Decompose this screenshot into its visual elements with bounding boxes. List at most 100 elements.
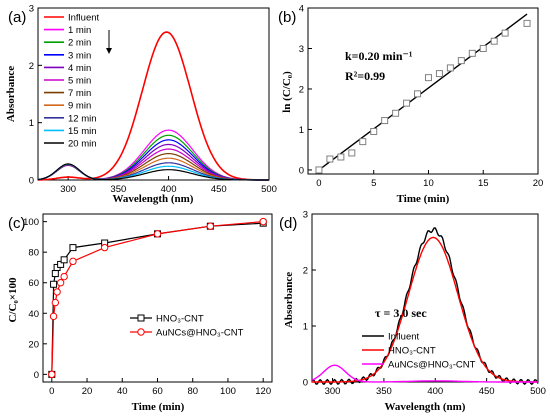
y-tick-label: 3 (303, 210, 308, 221)
x-tick-label: 80 (187, 386, 198, 397)
data-point (69, 257, 77, 266)
data-point (57, 260, 65, 268)
data-point (60, 272, 68, 281)
data-point (50, 280, 58, 288)
y-tick-label: 3 (29, 4, 34, 15)
data-point (206, 222, 215, 230)
data-point (414, 90, 422, 98)
x-tick-label: 300 (60, 184, 76, 195)
legend-entry: 4 min (68, 63, 91, 74)
y-tick-label: 40 (28, 309, 39, 320)
x-tick-label: 40 (117, 386, 128, 397)
data-point (48, 370, 56, 379)
series-line (37, 163, 269, 181)
x-tick-label: 450 (479, 386, 495, 397)
panel-b-ylabel: ln (C/C₀) (281, 71, 293, 113)
y-tick-label: 100 (23, 217, 39, 228)
panel-c-xlabel: Time (min) (132, 401, 185, 413)
x-tick-label: 450 (211, 184, 227, 195)
panel-d: 300 350 400 450 500 0 1 2 3 Influent HNO₃-CNT AuNC… (279, 210, 546, 414)
panel-d-ylabel: Absorbance (283, 272, 295, 328)
panel-d-legend: Influent HNO₃-CNT AuNCs@HNO₃-CNT (362, 332, 476, 371)
data-point (100, 243, 109, 252)
data-point (51, 270, 59, 278)
legend-marker (137, 314, 145, 322)
data-point (315, 166, 323, 174)
series-line (312, 236, 538, 383)
panel-d-tau: τ = 3.0 sec (375, 306, 427, 320)
panel-b-frame (307, 7, 539, 175)
y-tick-label: 0 (29, 176, 34, 187)
x-tick-label: 20 (533, 178, 544, 189)
legend-entry: 1 min (68, 25, 91, 36)
x-tick-label: 0 (316, 178, 321, 189)
panel-c: 0 20 40 60 80 100 120 0 20 40 60 80 100 HNO₃-CNT AuNC… (7, 213, 273, 413)
panel-d-label: (d) (279, 215, 297, 232)
panel-a-curves (37, 31, 269, 181)
legend-marker (137, 328, 145, 336)
panel-b-rate-constant: k=0.20 min⁻¹ (345, 49, 413, 63)
y-tick-label: 60 (28, 278, 39, 289)
data-point (348, 149, 356, 157)
x-tick-label: 400 (427, 386, 443, 397)
panel-a-frame (37, 7, 270, 181)
x-tick-label: 20 (82, 386, 93, 397)
data-point (337, 153, 345, 161)
y-tick-label: 1 (299, 125, 304, 136)
legend-arrow-head (106, 48, 112, 54)
x-tick-label: 350 (110, 184, 126, 195)
data-point (468, 49, 476, 57)
panel-c-legend: HNO₃-CNT AuNCs@HNO₃-CNT (130, 314, 244, 339)
panel-b: 0 5 10 15 20 0 1 2 3 4 (b) Time (min) ln (C/C₀) k… (278, 4, 543, 206)
data-point (490, 37, 498, 45)
y-tick-label: 2 (299, 84, 304, 95)
x-tick-label: 500 (530, 386, 546, 397)
legend-entry: Influent (388, 332, 420, 343)
y-tick-label: 2 (29, 61, 34, 72)
panel-b-label: (b) (278, 9, 296, 26)
data-point (392, 109, 400, 117)
legend-entry: 12 min (68, 113, 97, 124)
legend-entry: 3 min (68, 50, 91, 61)
panel-b-plot (315, 13, 531, 174)
y-tick-label: 20 (28, 339, 39, 350)
panel-c-ticks: 0 20 40 60 80 100 120 0 20 40 60 80 100 (23, 217, 271, 397)
legend-entry: 15 min (68, 126, 97, 137)
data-point (53, 288, 61, 296)
legend-entry: Influent (68, 13, 100, 24)
data-point (326, 155, 334, 163)
data-point (370, 127, 378, 135)
data-point (51, 298, 60, 307)
legend-entry: AuNCs@HNO₃-CNT (388, 360, 476, 371)
series-line (51, 222, 264, 375)
y-tick-label: 1 (29, 118, 34, 129)
panel-d-frame (311, 213, 539, 383)
x-tick-label: 15 (478, 178, 489, 189)
x-tick-label: 10 (423, 178, 434, 189)
legend-entry: 5 min (68, 76, 91, 87)
x-tick-label: 500 (261, 184, 277, 195)
panel-c-label: (c) (8, 215, 26, 232)
panel-a-ticks: 300 350 400 450 500 0 1 2 3 (29, 4, 277, 196)
x-tick-label: 350 (376, 386, 392, 397)
data-point (457, 57, 465, 65)
panel-a-ylabel: Absorbance (5, 66, 17, 122)
data-point (403, 99, 411, 107)
series-line (311, 364, 538, 383)
x-tick-label: 300 (325, 386, 341, 397)
series-line (38, 31, 269, 181)
data-point (259, 217, 267, 226)
y-tick-label: 4 (299, 4, 304, 15)
legend-entry: 7 min (68, 88, 91, 99)
legend-entry: 9 min (68, 101, 91, 112)
data-point (359, 138, 367, 146)
panel-a-label: (a) (8, 9, 26, 26)
legend-entry: HNO₃-CNT (156, 314, 204, 325)
panel-a-xlabel: Wavelength (nm) (113, 193, 194, 205)
panel-d-xlabel: Wavelength (nm) (385, 401, 466, 413)
series-line (311, 227, 539, 386)
y-tick-label: 0 (34, 370, 39, 381)
panel-d-ticks: 300 350 400 450 500 0 1 2 3 (303, 210, 546, 398)
